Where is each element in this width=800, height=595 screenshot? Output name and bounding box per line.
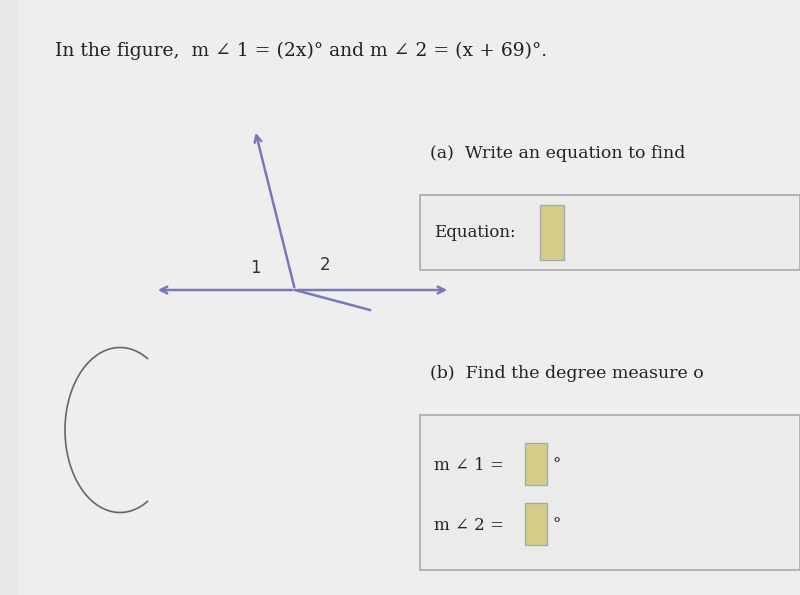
Text: °: ° [552, 516, 560, 534]
Text: °: ° [552, 456, 560, 474]
FancyBboxPatch shape [525, 503, 547, 545]
Text: In the figure,  m ∠ 1 = (2x)° and m ∠ 2 = (x + 69)°.: In the figure, m ∠ 1 = (2x)° and m ∠ 2 =… [55, 42, 547, 60]
FancyBboxPatch shape [540, 205, 564, 260]
FancyBboxPatch shape [420, 195, 800, 270]
Text: m ∠ 2 =: m ∠ 2 = [434, 516, 509, 534]
FancyBboxPatch shape [420, 415, 800, 570]
FancyBboxPatch shape [18, 0, 800, 595]
Text: 2: 2 [320, 256, 330, 274]
Text: (b)  Find the degree measure o: (b) Find the degree measure o [430, 365, 704, 382]
Text: m ∠ 1 =: m ∠ 1 = [434, 456, 509, 474]
Text: 1: 1 [250, 259, 260, 277]
Text: (a)  Write an equation to find: (a) Write an equation to find [430, 145, 686, 162]
Text: Equation:: Equation: [434, 224, 516, 241]
FancyBboxPatch shape [525, 443, 547, 485]
